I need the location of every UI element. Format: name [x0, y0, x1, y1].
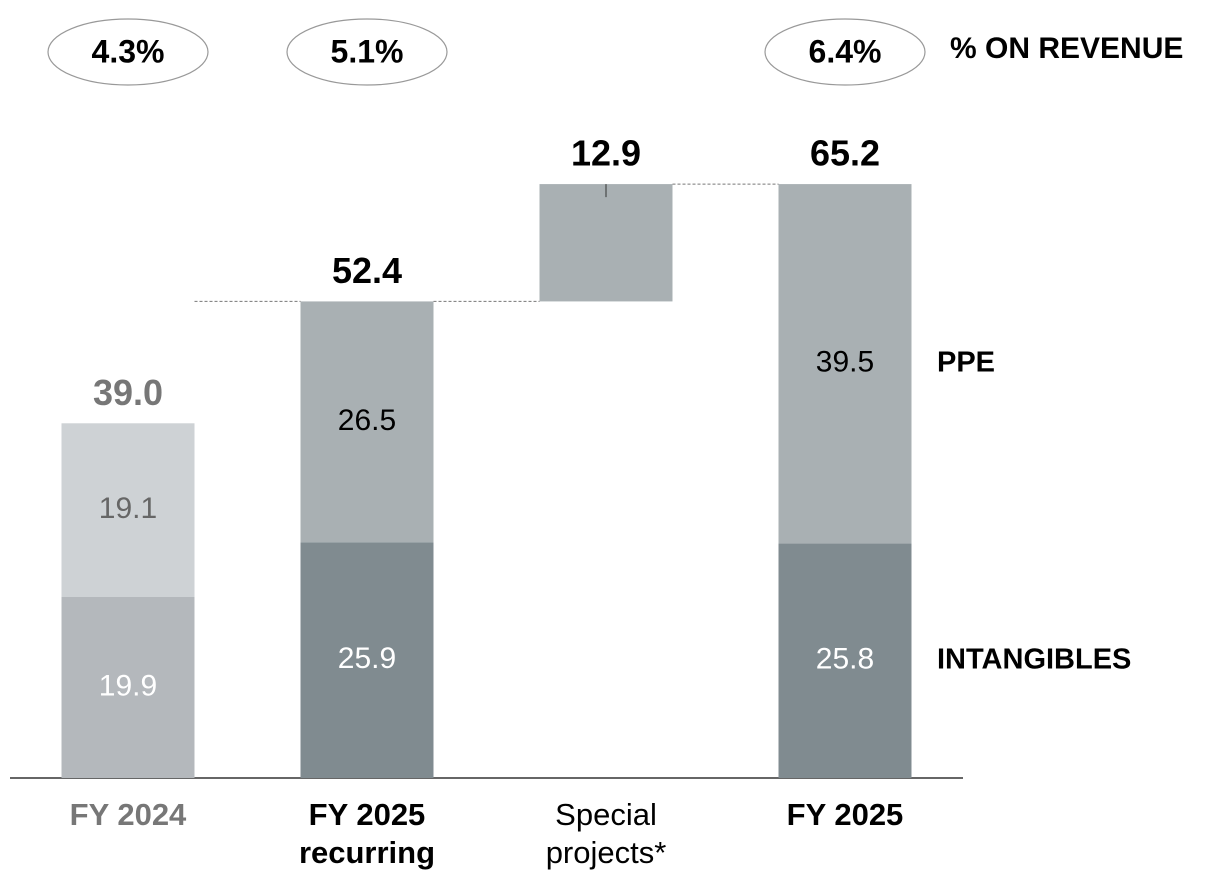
total-label: 52.4 — [332, 250, 402, 291]
x-tick-label: FY 2025 — [786, 797, 904, 832]
segment-label: 19.9 — [99, 669, 157, 702]
bar-segment — [61, 597, 195, 778]
bar-segment — [778, 184, 912, 544]
total-label: 12.9 — [571, 133, 641, 174]
revenue-share-oval — [764, 18, 926, 86]
segment-label: 25.9 — [338, 642, 396, 675]
revenue-share-oval — [47, 18, 209, 86]
floating-bar — [539, 184, 673, 302]
x-tick-label: Special projects* — [545, 797, 667, 870]
segment-label: 19.1 — [99, 492, 157, 525]
total-label: 65.2 — [810, 133, 880, 174]
revenue-share-label: % ON REVENUE — [950, 32, 1183, 65]
total-label: 39.0 — [93, 372, 163, 413]
segment-label: 26.5 — [338, 404, 396, 437]
bar-segment — [300, 301, 434, 543]
legend-label: PPE — [937, 346, 995, 378]
bar-segment — [61, 423, 195, 598]
revenue-share-value: 5.1% — [331, 33, 404, 69]
segment-label: 39.5 — [816, 346, 874, 379]
x-tick-label: FY 2024 — [69, 797, 187, 832]
x-tick-label: FY 2025 recurring — [298, 797, 436, 870]
bar-segment — [300, 542, 434, 778]
revenue-share-oval — [286, 18, 448, 86]
revenue-share-value: 4.3% — [92, 33, 165, 69]
segment-label: 25.8 — [816, 643, 874, 676]
bar-segment — [778, 543, 912, 778]
revenue-share-value: 6.4% — [809, 33, 882, 69]
legend-label: INTANGIBLES — [937, 643, 1131, 675]
